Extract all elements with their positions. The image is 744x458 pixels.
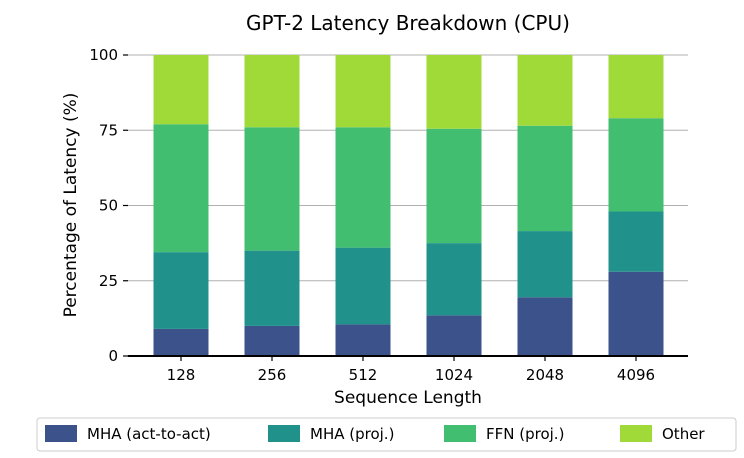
bar-256-ffn-proj (244, 127, 300, 251)
y-tick-label: 75 (99, 121, 118, 139)
legend-frame (36, 417, 737, 452)
bar-1024-mha-proj (426, 243, 482, 316)
y-axis-label: Percentage of Latency (%) (61, 93, 81, 318)
bar-4096-ffn-proj (608, 118, 664, 212)
y-tick-label: 100 (89, 46, 118, 64)
bar-2048-ffn-proj (517, 125, 573, 232)
legend-label: MHA (act-to-act) (87, 425, 211, 443)
legend-label: Other (662, 425, 705, 443)
chart-title: GPT-2 Latency Breakdown (CPU) (246, 11, 570, 35)
x-axis-label: Sequence Length (334, 388, 482, 408)
bar-4096-mha-act-to-act (608, 271, 664, 356)
bar-1024-mha-act-to-act (426, 315, 482, 356)
x-tick-label: 4096 (617, 366, 655, 384)
legend: MHA (act-to-act) MHA (proj.) FFN (proj.) Ot… (36, 417, 737, 452)
x-tick-label: 128 (167, 366, 196, 384)
bar-512-mha-proj (335, 247, 391, 325)
bar-128-ffn-proj (153, 124, 209, 253)
bar-512-other (335, 55, 391, 128)
grid (128, 54, 688, 282)
bar-4096-other (608, 55, 664, 119)
bar-512-ffn-proj (335, 127, 391, 248)
bar-1024-other (426, 55, 482, 129)
legend-label: FFN (proj.) (486, 425, 564, 443)
legend-label: MHA (proj.) (310, 425, 394, 443)
bar-2048-other (517, 55, 573, 126)
bars (153, 55, 664, 356)
bar-256-other (244, 55, 300, 128)
x-tick-label: 256 (258, 366, 287, 384)
y-tick-label: 25 (99, 272, 118, 290)
x-tick-label: 1024 (435, 366, 473, 384)
bar-256-mha-proj (244, 250, 300, 326)
bar-128-mha-act-to-act (153, 328, 209, 356)
bar-1024-ffn-proj (426, 128, 482, 244)
x-tick-label: 512 (349, 366, 378, 384)
bar-2048-mha-act-to-act (517, 297, 573, 356)
bar-512-mha-act-to-act (335, 324, 391, 356)
bar-256-mha-act-to-act (244, 325, 300, 356)
bar-4096-mha-proj (608, 211, 664, 272)
legend-swatch-0 (45, 425, 77, 442)
legend-swatch-2 (444, 425, 476, 442)
bar-2048-mha-proj (517, 231, 573, 298)
legend-swatch-1 (268, 425, 300, 442)
x-tick-label: 2048 (526, 366, 564, 384)
legend-swatch-3 (620, 425, 652, 442)
bar-128-mha-proj (153, 252, 209, 329)
bar-128-other (153, 55, 209, 125)
y-tick-label: 0 (108, 347, 118, 365)
axes: 0 25 50 75 100 128 256 512 1024 2048 4096 (89, 46, 688, 384)
y-tick-label: 50 (99, 197, 118, 215)
